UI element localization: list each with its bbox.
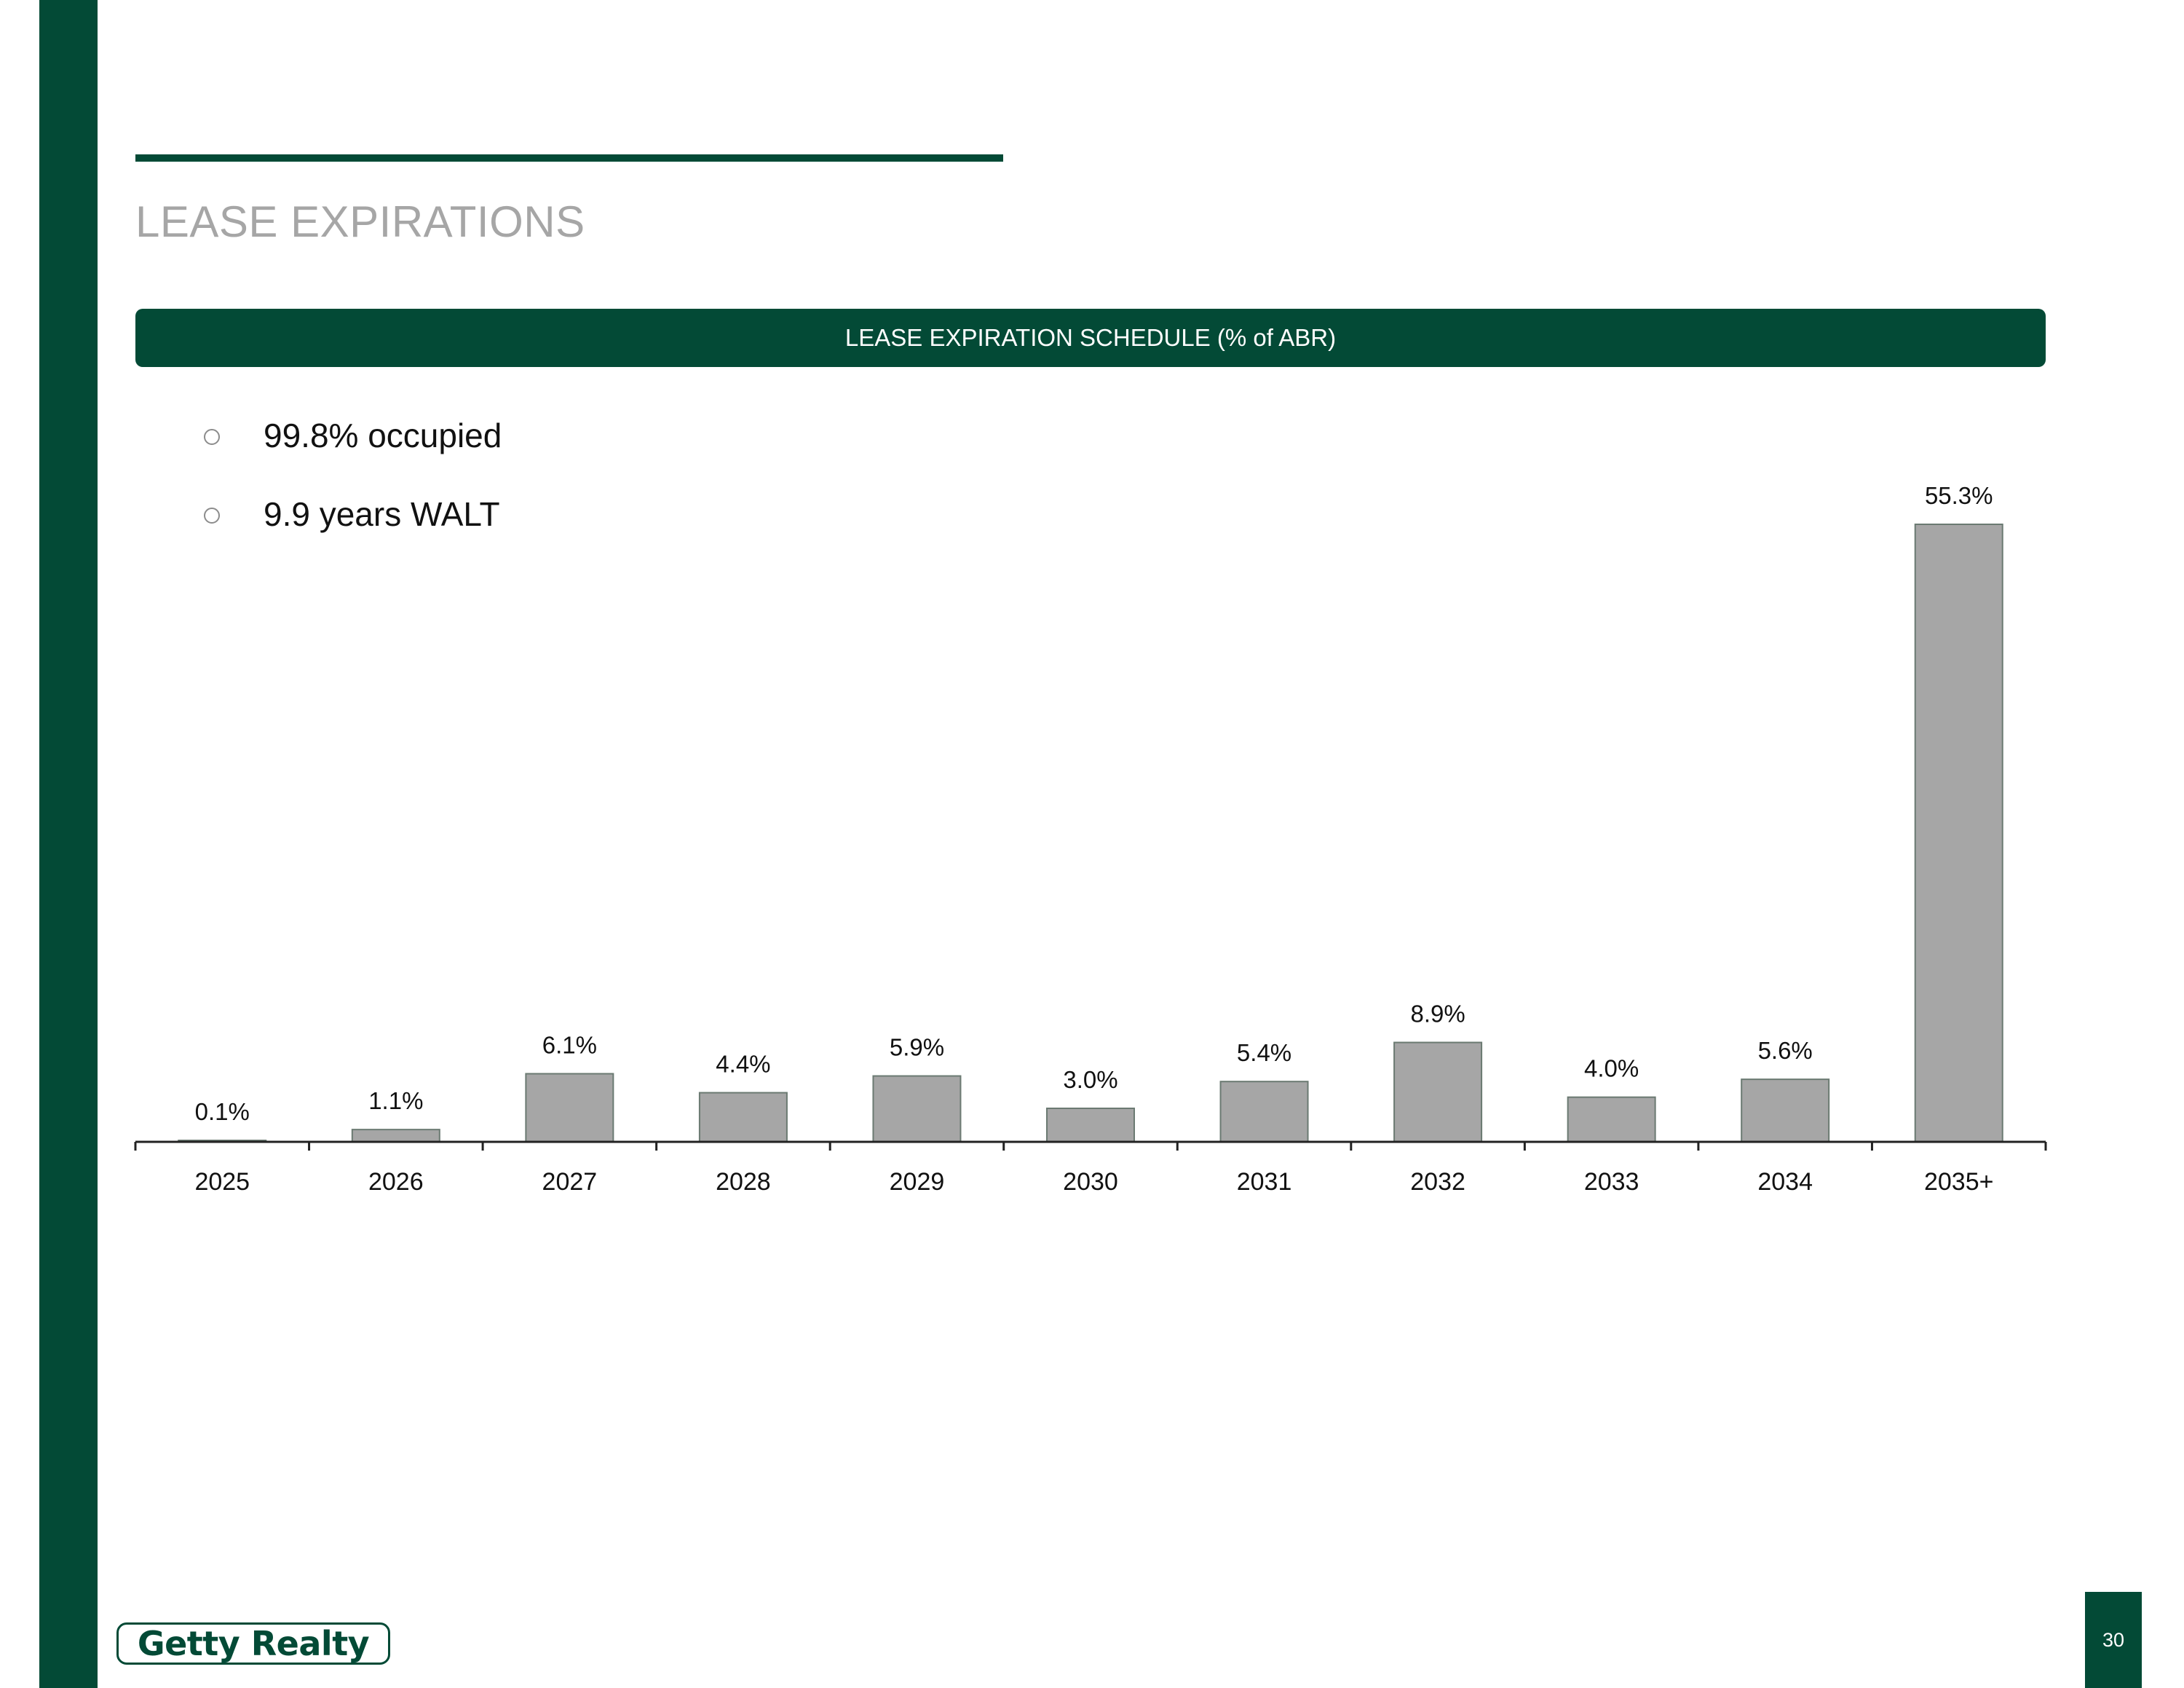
labels-layer: 0.1% 2025 1.1% 2026 6.1% 2027 4.4% 2028 5.9% 2029…: [194, 482, 1993, 1196]
data-label: 6.1%: [542, 1031, 597, 1058]
page-number-label: 30: [2102, 1628, 2125, 1651]
bar-2029: [872, 1075, 962, 1143]
data-label: 4.0%: [1584, 1055, 1639, 1082]
bullet-item-occupancy: 99.8% occupied: [204, 414, 502, 457]
bar-2031: [1219, 1081, 1309, 1143]
x-tick-label: 2034: [1757, 1168, 1813, 1196]
x-tick-label: 2035+: [1924, 1168, 1994, 1196]
x-tick-label: 2032: [1410, 1168, 1465, 1196]
x-tick-label: 2025: [194, 1168, 250, 1196]
left-accent-bar: [39, 0, 98, 1688]
page-number: 30: [2085, 1592, 2142, 1688]
data-label: 0.1%: [195, 1098, 250, 1125]
getty-realty-logo: Getty Realty: [116, 1622, 390, 1665]
bullet-text: 9.9 years WALT: [264, 495, 500, 533]
data-label: 5.6%: [1758, 1037, 1813, 1064]
bar-2027: [525, 1073, 614, 1143]
x-tick-label: 2033: [1584, 1168, 1639, 1196]
bar-2035+: [1914, 524, 2003, 1143]
bar-2028: [698, 1092, 788, 1143]
bar-2026: [351, 1129, 440, 1143]
bar-2032: [1393, 1041, 1483, 1143]
data-label: 3.0%: [1063, 1066, 1117, 1093]
circle-bullet-icon: [204, 429, 220, 445]
bullet-item-walt: 9.9 years WALT: [204, 492, 502, 536]
data-label: 55.3%: [1925, 482, 1993, 509]
chart-header-label: LEASE EXPIRATION SCHEDULE (% of ABR): [844, 324, 1337, 351]
data-label: 8.9%: [1410, 1001, 1465, 1028]
bullet-text: 99.8% occupied: [264, 417, 502, 454]
circle-bullet-icon: [204, 508, 220, 524]
bars-layer: [178, 524, 2003, 1143]
bullet-list: 99.8% occupied 9.9 years WALT: [204, 414, 502, 571]
x-tick-label: 2026: [368, 1168, 424, 1196]
x-axis: [134, 1140, 2047, 1151]
page-title: LEASE EXPIRATIONS: [135, 197, 585, 246]
logo-text: Getty Realty: [137, 1624, 370, 1663]
bar-2034: [1741, 1078, 1830, 1143]
x-tick-label: 2027: [542, 1168, 598, 1196]
x-tick-label: 2029: [890, 1168, 945, 1196]
x-tick-label: 2028: [716, 1168, 771, 1196]
x-tick-label: 2031: [1237, 1168, 1292, 1196]
data-label: 4.4%: [716, 1051, 770, 1078]
data-label: 1.1%: [368, 1087, 423, 1114]
bar-2033: [1567, 1096, 1656, 1143]
bar-2030: [1046, 1107, 1135, 1143]
title-rule: [135, 154, 1003, 162]
x-tick-label: 2030: [1063, 1168, 1118, 1196]
chart-header: LEASE EXPIRATION SCHEDULE (% of ABR): [135, 309, 2046, 367]
data-label: 5.9%: [890, 1034, 944, 1061]
data-label: 5.4%: [1237, 1039, 1291, 1066]
